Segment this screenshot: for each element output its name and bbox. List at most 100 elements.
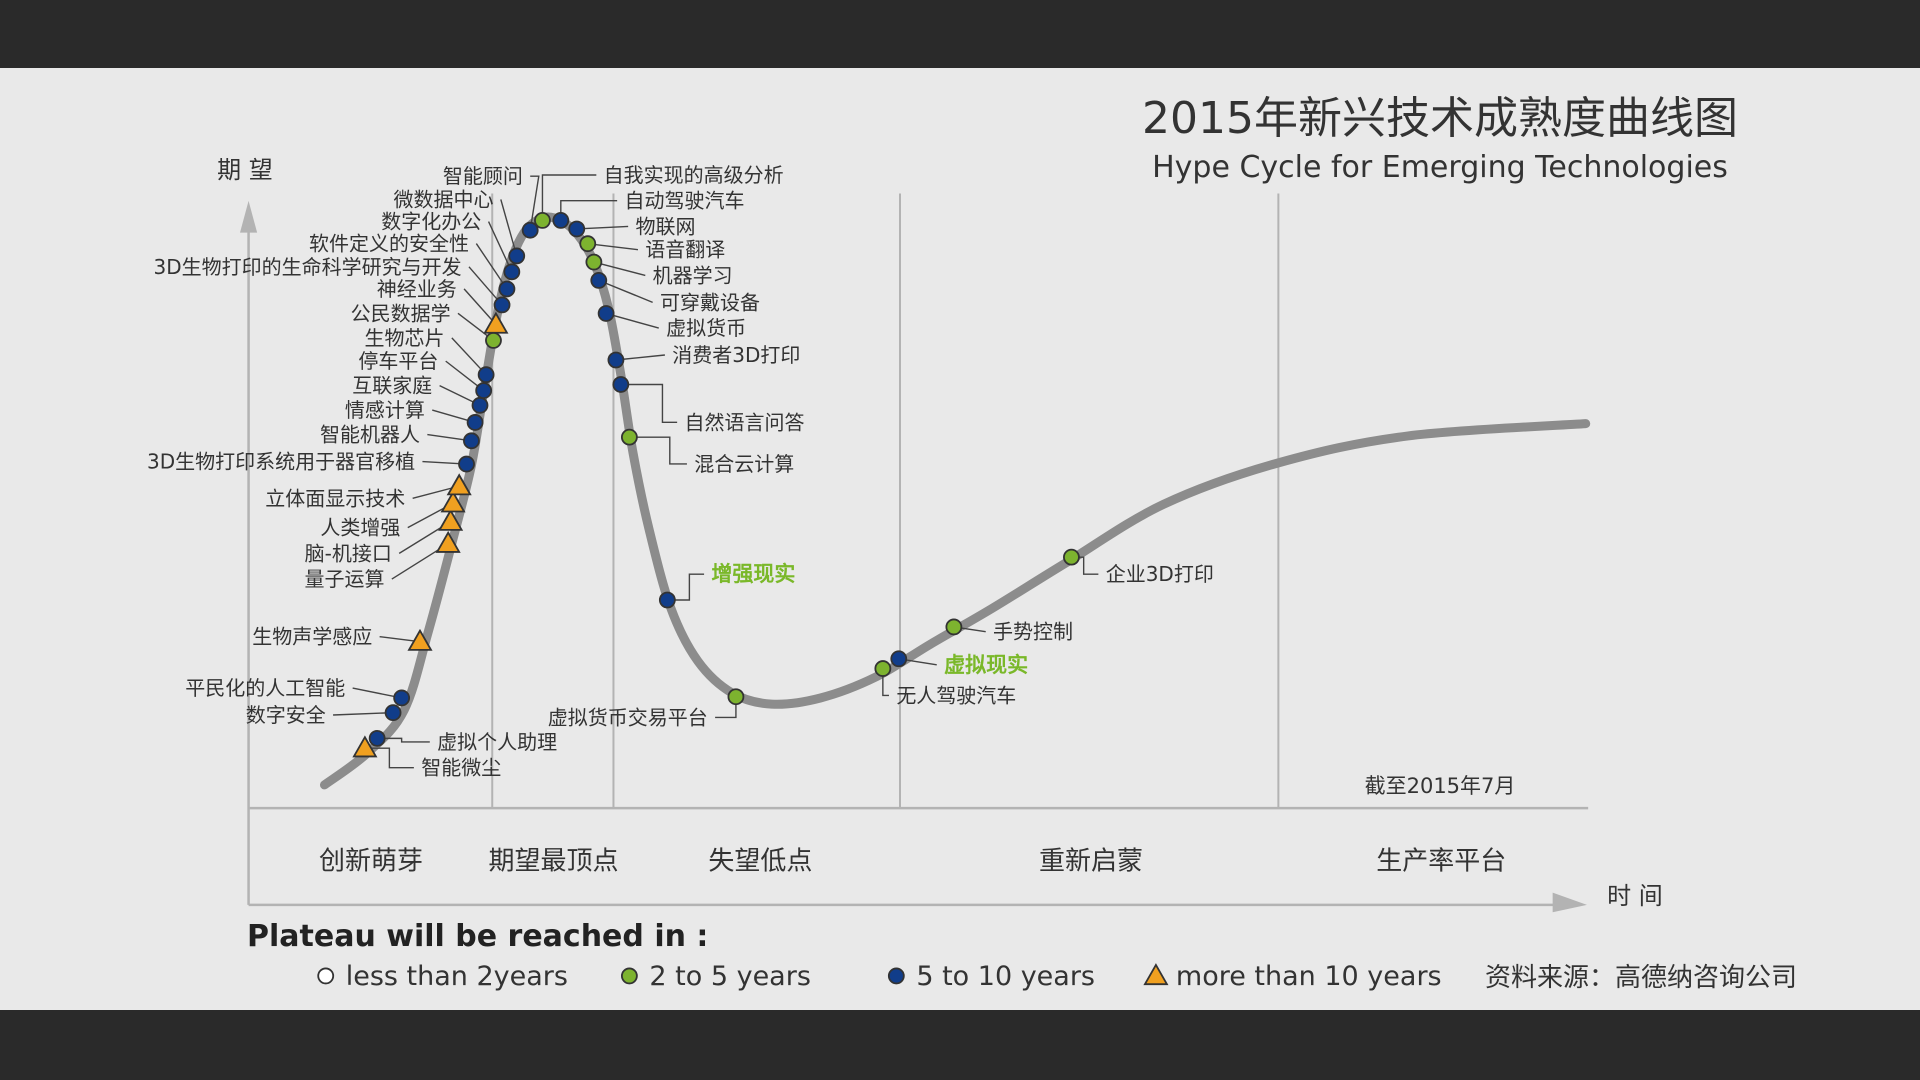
marker-circle-24 bbox=[568, 220, 586, 238]
marker-circle-14 bbox=[477, 366, 495, 384]
legend: less than 2years 2 to 5 years 5 to 10 year… bbox=[317, 961, 1442, 992]
tech-label-14: 生物芯片 bbox=[364, 326, 444, 350]
leader-line-20 bbox=[500, 199, 518, 257]
x-axis-label: 时 间 bbox=[1607, 882, 1663, 910]
source-note: 资料来源：高德纳咨询公司 bbox=[1485, 963, 1797, 993]
marker-triangle-7 bbox=[440, 490, 466, 513]
leader-line-0 bbox=[364, 747, 414, 769]
legend-label-1: 2 to 5 years bbox=[649, 961, 811, 992]
x-axis-arrow bbox=[1552, 892, 1587, 913]
marker-circle-12 bbox=[471, 396, 489, 414]
marker-circle-17 bbox=[493, 296, 511, 314]
tech-label-9: 3D生物打印系统用于器官移植 bbox=[147, 450, 415, 474]
tech-label-27: 可穿戴设备 bbox=[660, 290, 760, 314]
y-axis-label: 期 望 bbox=[217, 156, 273, 184]
legend-marker-2 bbox=[887, 967, 905, 985]
marker-circle-33 bbox=[727, 688, 745, 706]
marker-triangle-6 bbox=[438, 508, 464, 531]
marker-circle-30 bbox=[612, 376, 630, 393]
phase-label-3: 重新启蒙 bbox=[1039, 846, 1143, 876]
tech-label-21: 智能顾问 bbox=[443, 164, 523, 188]
tech-label-10: 智能机器人 bbox=[320, 423, 420, 447]
leader-line-26 bbox=[593, 261, 646, 277]
phase-label-2: 失望低点 bbox=[708, 846, 812, 876]
leader-line-2 bbox=[333, 711, 394, 716]
tech-label-3: 平民化的人工智能 bbox=[185, 676, 345, 700]
marker-circle-34 bbox=[874, 660, 892, 677]
leader-line-19 bbox=[487, 221, 513, 273]
marker-triangle-5 bbox=[435, 530, 461, 553]
marker-circle-26 bbox=[585, 253, 603, 271]
tech-label-4: 生物声学感应 bbox=[252, 625, 372, 649]
tech-label-26: 机器学习 bbox=[653, 263, 733, 287]
marker-circle-25 bbox=[579, 235, 597, 253]
tech-label-34: 无人驾驶汽车 bbox=[896, 683, 1016, 707]
marker-circle-23 bbox=[552, 212, 570, 229]
marker-circle-19 bbox=[503, 263, 521, 281]
phase-label-4: 生产率平台 bbox=[1376, 846, 1506, 876]
marker-circle-1 bbox=[368, 729, 386, 747]
marker-circle-13 bbox=[475, 382, 493, 400]
leader-line-18 bbox=[475, 243, 508, 290]
leader-line-27 bbox=[598, 279, 653, 303]
phase-labels: 创新萌芽 期望最顶点 失望低点 重新启蒙 生产率平台 bbox=[319, 846, 1506, 876]
tech-label-6: 脑-机接口 bbox=[305, 541, 392, 565]
tech-label-13: 停车平台 bbox=[358, 349, 438, 373]
leader-line-24 bbox=[576, 225, 629, 230]
marker-circle-2 bbox=[384, 704, 402, 722]
phase-label-0: 创新萌芽 bbox=[319, 846, 423, 876]
leader-line-1 bbox=[377, 737, 430, 743]
legend-label-2: 5 to 10 years bbox=[916, 961, 1095, 992]
tech-label-16: 神经业务 bbox=[377, 277, 457, 301]
leader-line-32 bbox=[667, 573, 705, 601]
legend-label-3: more than 10 years bbox=[1176, 961, 1442, 992]
tech-label-7: 人类增强 bbox=[320, 516, 400, 540]
legend-marker-1 bbox=[620, 967, 638, 985]
marker-circle-35 bbox=[890, 650, 908, 668]
axes bbox=[240, 200, 1589, 913]
marker-circle-32 bbox=[658, 591, 676, 609]
marker-circle-9 bbox=[458, 455, 475, 473]
tech-label-32: 增强现实 bbox=[711, 562, 795, 586]
phase-label-1: 期望最顶点 bbox=[488, 846, 618, 876]
tech-label-31: 混合云计算 bbox=[694, 452, 794, 476]
marker-circle-28 bbox=[597, 305, 615, 322]
leader-line-17 bbox=[468, 266, 503, 306]
as-of-note: 截至2015年7月 bbox=[1365, 774, 1516, 798]
marker-circle-18 bbox=[498, 280, 516, 298]
tech-label-25: 语音翻译 bbox=[645, 238, 725, 262]
leader-line-22 bbox=[541, 174, 597, 221]
tech-label-36: 手势控制 bbox=[993, 620, 1073, 644]
marker-circle-31 bbox=[620, 428, 638, 446]
tech-label-18: 软件定义的安全性 bbox=[309, 232, 469, 256]
legend-title: Plateau will be reached in : bbox=[247, 919, 708, 954]
chart-panel bbox=[0, 68, 1920, 1010]
tech-label-1: 虚拟个人助理 bbox=[437, 730, 557, 754]
leader-line-25 bbox=[587, 242, 639, 251]
leader-line-30 bbox=[620, 383, 678, 424]
tech-label-0: 智能微尘 bbox=[421, 756, 501, 780]
marker-triangle-4 bbox=[407, 628, 433, 651]
leader-line-21 bbox=[529, 175, 540, 231]
marker-circle-36 bbox=[945, 618, 963, 636]
tech-label-33: 虚拟货币交易平台 bbox=[548, 705, 708, 729]
tech-label-30: 自然语言问答 bbox=[684, 410, 804, 434]
phase-dividers bbox=[491, 193, 1280, 809]
leader-line-34 bbox=[882, 668, 889, 697]
tech-label-12: 互联家庭 bbox=[352, 374, 432, 398]
tech-label-8: 立体面显示技术 bbox=[265, 486, 405, 510]
tech-label-2: 数字安全 bbox=[246, 703, 326, 727]
tech-label-20: 微数据中心 bbox=[393, 187, 493, 211]
marker-triangle-0 bbox=[352, 735, 378, 758]
tech-label-24: 物联网 bbox=[636, 214, 696, 238]
marker-circle-21 bbox=[521, 221, 539, 239]
y-axis-arrow bbox=[240, 200, 258, 233]
marker-circle-27 bbox=[590, 272, 608, 289]
leader-line-31 bbox=[629, 436, 687, 465]
marker-circle-3 bbox=[393, 689, 411, 707]
tech-label-22: 自我实现的高级分析 bbox=[604, 163, 784, 187]
marker-circle-10 bbox=[463, 432, 480, 450]
tech-label-37: 企业3D打印 bbox=[1106, 562, 1214, 586]
